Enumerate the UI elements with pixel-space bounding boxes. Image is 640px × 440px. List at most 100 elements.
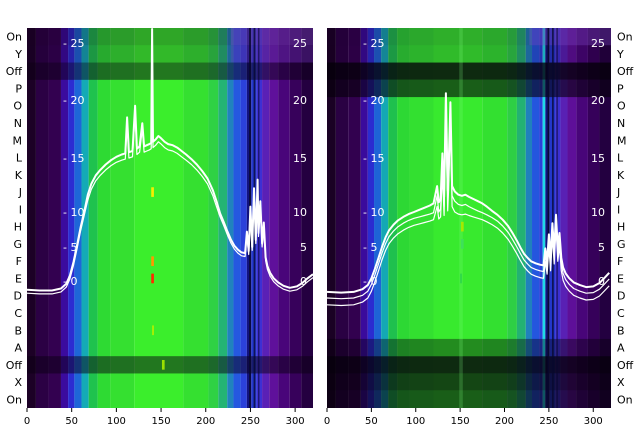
dipole-label-left: E <box>15 272 22 285</box>
heatmap-band <box>134 28 184 408</box>
dipole-label-left: C <box>14 307 22 320</box>
db-tick-label-left: - 10 <box>363 206 384 219</box>
heatmap-mark <box>152 325 154 336</box>
heatmap-band <box>374 28 382 408</box>
heatmap-band <box>208 28 219 408</box>
heatmap-row-override <box>327 79 611 98</box>
heatmap-band <box>409 28 434 408</box>
heatmap-band <box>60 28 69 408</box>
x-tick-label: 0 <box>24 416 30 427</box>
dipole-label-left: H <box>14 221 22 234</box>
dipole-label-right: H <box>617 221 625 234</box>
dipole-label-right: F <box>617 255 623 268</box>
dipole-label-right: C <box>617 307 625 320</box>
heatmap-row-override <box>327 28 611 46</box>
dipole-label-right: Off <box>617 359 634 372</box>
db-tick-label-right: 25 <box>293 37 307 50</box>
dipole-label-right: B <box>617 324 625 337</box>
db-tick-label-left: - 20 <box>63 94 84 107</box>
heatmap-row-override <box>327 45 611 63</box>
dipole-label-right: On <box>617 393 633 406</box>
x-tick-label: 150 <box>451 416 470 427</box>
db-tick-label-left: - 15 <box>363 152 384 165</box>
heatmap-band <box>35 28 49 408</box>
heatmap-mark <box>461 239 464 249</box>
dipole-label-right: I <box>617 203 620 216</box>
heatmap-row-override <box>529 28 611 46</box>
dipole-label-left: J <box>18 186 22 199</box>
heatmap-band <box>27 28 36 408</box>
heatmap-row-override <box>327 373 611 391</box>
heatmap-band <box>327 28 336 408</box>
left-panel: - 25 25 - 20 20 - 15 15 - 10 10 - 5 5 - 0 0 0 50 100 15… <box>24 28 313 427</box>
db-tick-label-left: - 25 <box>363 37 384 50</box>
x-tick-label: 100 <box>107 416 126 427</box>
heatmap-band <box>97 28 111 408</box>
dipole-label-right: E <box>617 272 624 285</box>
x-tick-label: 150 <box>152 416 171 427</box>
heatmap-band <box>278 28 290 408</box>
x-tick-label: 0 <box>324 416 330 427</box>
x-tick-label: 200 <box>495 416 514 427</box>
dipole-label-left: Off <box>6 359 23 372</box>
heatmap-stripe <box>547 28 550 408</box>
dipole-label-right: L <box>617 152 624 165</box>
dipole-label-left: X <box>14 376 22 389</box>
heatmap-band <box>335 28 349 408</box>
heatmap-band <box>88 28 98 408</box>
heatmap-band <box>542 28 546 408</box>
heatmap-band <box>48 28 61 408</box>
heatmap-row-override <box>27 62 313 80</box>
dipole-label-left: F <box>16 255 22 268</box>
heatmap-band <box>110 28 135 408</box>
dipole-label-left: Off <box>6 65 23 78</box>
heatmap-band <box>532 28 540 408</box>
dipole-label-right: P <box>617 82 624 95</box>
heatmap-band <box>507 28 517 408</box>
x-tick-label: 50 <box>65 416 78 427</box>
dipole-label-right: On <box>617 31 633 44</box>
dipole-label-left: G <box>13 238 22 251</box>
heatmap-band <box>599 28 611 408</box>
heatmap-band <box>360 28 368 408</box>
x-tick-label: 200 <box>196 416 215 427</box>
dipole-label-right: Off <box>617 65 634 78</box>
db-tick-label-left: - 0 <box>63 275 77 288</box>
dipole-label-right: X <box>617 376 625 389</box>
dipole-label-left: N <box>14 117 22 130</box>
dipole-label-right: G <box>617 238 626 251</box>
dipole-label-right: A <box>617 342 625 355</box>
dipole-label-left: L <box>16 152 23 165</box>
heatmap-mark <box>151 187 154 197</box>
heatmap-band <box>81 28 89 408</box>
db-tick-label-left: - 25 <box>63 37 84 50</box>
dipole-label-left: A <box>14 342 22 355</box>
db-tick-label-left: - 5 <box>63 241 77 254</box>
heatmap-mark <box>161 359 165 370</box>
heatmap-band <box>240 28 247 408</box>
dipole-label-right: J <box>616 186 620 199</box>
heatmap-mark <box>460 273 462 284</box>
db-tick-label-right: 5 <box>300 241 307 254</box>
heatmap-band <box>269 28 279 408</box>
x-tick-label: 300 <box>584 416 603 427</box>
heatmap-row-override <box>27 45 313 63</box>
db-tick-label-right: 5 <box>598 241 605 254</box>
heatmap-band <box>560 28 568 408</box>
heatmap-row-override <box>230 45 313 63</box>
dipole-label-left: M <box>13 134 23 147</box>
dipole-label-right: N <box>617 117 625 130</box>
dipole-label-right: Y <box>616 48 624 61</box>
dipole-label-right: O <box>617 100 626 113</box>
dipole-label-right: D <box>617 290 625 303</box>
heatmap-band <box>262 28 270 408</box>
db-tick-label-left: - 20 <box>363 94 384 107</box>
heatmap-band <box>74 28 82 408</box>
heatmap-band <box>539 28 543 408</box>
heatmap-band <box>301 28 313 408</box>
heatmap-mark <box>151 273 154 284</box>
heatmap-band <box>367 28 375 408</box>
db-tick-label-left: - 10 <box>63 206 84 219</box>
